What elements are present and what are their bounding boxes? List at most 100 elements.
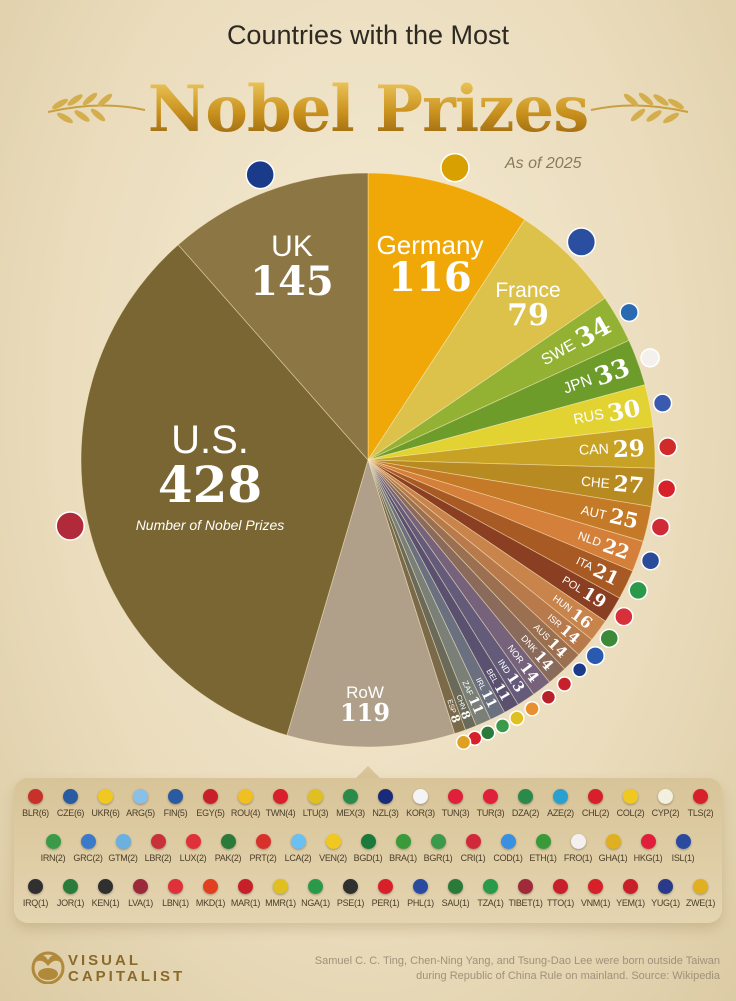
country-label: TIBET(1) [508, 898, 543, 908]
flag-icon [693, 879, 708, 894]
row-country-row: BLR(6) CZE(6) UKR(6) ARG(5) FIN(5) EGY(5) ROU(… [18, 789, 718, 818]
country-label: KEN(1) [91, 898, 120, 908]
row-country-item: TUR(3) [473, 789, 508, 818]
country-label: PER(1) [371, 898, 400, 908]
flag-icon [535, 834, 551, 849]
flag-icon [588, 879, 603, 894]
row-country-item: UKR(6) [88, 789, 123, 818]
country-label: COD(1) [493, 853, 523, 863]
slice-germany [367, 172, 526, 462]
country-label: FIN(5) [163, 808, 188, 818]
slice-label: CHE 27 [580, 468, 645, 500]
flag-icon-jpn [640, 348, 660, 368]
slice-name: U.S. [171, 418, 249, 462]
row-country-item: EGY(5) [193, 789, 228, 818]
country-label: EGY(5) [196, 808, 225, 818]
slice-value: 116 [388, 254, 472, 301]
slice-uk [177, 172, 369, 462]
country-label: BRA(1) [389, 853, 417, 863]
flag-icon [273, 789, 288, 804]
row-country-item: IRQ(1) [18, 879, 53, 908]
country-label: ISL(1) [671, 853, 695, 863]
row-country-item: CRI(1) [456, 834, 491, 863]
slice-name: ESP [446, 699, 458, 716]
slice-label-france: France 79 [488, 280, 568, 331]
country-label: TTO(1) [546, 898, 575, 908]
slice-name: AUT [580, 502, 612, 523]
country-label: BGD(1) [353, 853, 383, 863]
row-country-item: IRN(2) [36, 834, 71, 863]
flag-icon [553, 789, 568, 804]
row-country-item: FIN(5) [158, 789, 193, 818]
row-country-item: LUX(2) [176, 834, 211, 863]
row-country-item: PHL(1) [403, 879, 438, 908]
flag-icon-can [657, 437, 678, 457]
laurel-right-icon [590, 92, 689, 124]
row-country-item: KOR(3) [403, 789, 438, 818]
flag-icon [658, 789, 673, 804]
slice-label-germany: Germany 116 [365, 232, 495, 298]
slice-value: 30 [605, 394, 642, 428]
row-country-item: LBN(1) [158, 879, 193, 908]
flag-icon [378, 789, 393, 804]
country-label: YUG(1) [651, 898, 680, 908]
slice-label-us: U.S. 428 Number of Nobel Prizes [120, 420, 300, 532]
flag-icon [28, 789, 43, 804]
flag-icon [150, 834, 166, 849]
slice-value: 11 [465, 694, 486, 717]
row-country-item: GHA(1) [596, 834, 631, 863]
row-country-item: ARG(5) [123, 789, 158, 818]
flag-icon [413, 789, 428, 804]
country-label: MAR(1) [230, 898, 261, 908]
flag-icon [483, 789, 498, 804]
row-country-row: IRN(2) GRC(2) GTM(2) LBR(2) LUX(2) PAK(2) PRT(… [18, 834, 718, 863]
flag-icon [273, 879, 288, 894]
country-label: PHL(1) [407, 898, 434, 908]
flag-icon [343, 879, 358, 894]
flag-icon [45, 834, 61, 849]
flag-icon [168, 879, 183, 894]
row-country-item: ZWE(1) [683, 879, 718, 908]
visual-capitalist-logo-icon [31, 951, 65, 984]
row-country-item: YUG(1) [648, 879, 683, 908]
slice-value: 29 [612, 434, 645, 462]
country-label: FRO(1) [563, 853, 593, 863]
country-label: MKD(1) [195, 898, 226, 908]
slice-label: RUS 30 [571, 394, 643, 434]
slice-name: Germany [376, 230, 484, 260]
flag-icon [378, 879, 393, 894]
flag-icon [203, 879, 218, 894]
row-country-item: MMR(1) [263, 879, 298, 908]
row-country-item: BRA(1) [386, 834, 421, 863]
slice-name: RoW [346, 683, 384, 702]
country-label: GRC(2) [73, 853, 103, 863]
row-country-item: ROU(4) [228, 789, 263, 818]
flag-icon [80, 834, 96, 849]
row-country-item: FRO(1) [561, 834, 596, 863]
row-country-item: NZL(3) [368, 789, 403, 818]
row-country-item: TLS(2) [683, 789, 718, 818]
flag-icon [395, 834, 411, 849]
row-country-item: DZA(2) [508, 789, 543, 818]
flag-icon-zaf [480, 725, 496, 741]
country-label: UKR(6) [91, 808, 120, 818]
country-label: IRQ(1) [22, 898, 49, 908]
row-country-item: TZA(1) [473, 879, 508, 908]
flag-icon [343, 789, 358, 804]
row-country-item: YEM(1) [613, 879, 648, 908]
country-label: PSE(1) [336, 898, 365, 908]
country-label: CZE(6) [56, 808, 85, 818]
flag-icon-dnk [556, 676, 573, 692]
flag-icon [413, 879, 428, 894]
flag-icon [63, 879, 78, 894]
slice-value: 119 [339, 698, 391, 727]
row-country-item: LCA(2) [281, 834, 316, 863]
flag-icon [63, 789, 78, 804]
row-country-item: PSE(1) [333, 879, 368, 908]
country-label: COL(2) [616, 808, 645, 818]
row-country-item: BGD(1) [351, 834, 386, 863]
row-country-item: LTU(3) [298, 789, 333, 818]
flag-icon [255, 834, 271, 849]
slice-name: CAN [579, 441, 614, 458]
country-label: LTU(3) [302, 808, 329, 818]
